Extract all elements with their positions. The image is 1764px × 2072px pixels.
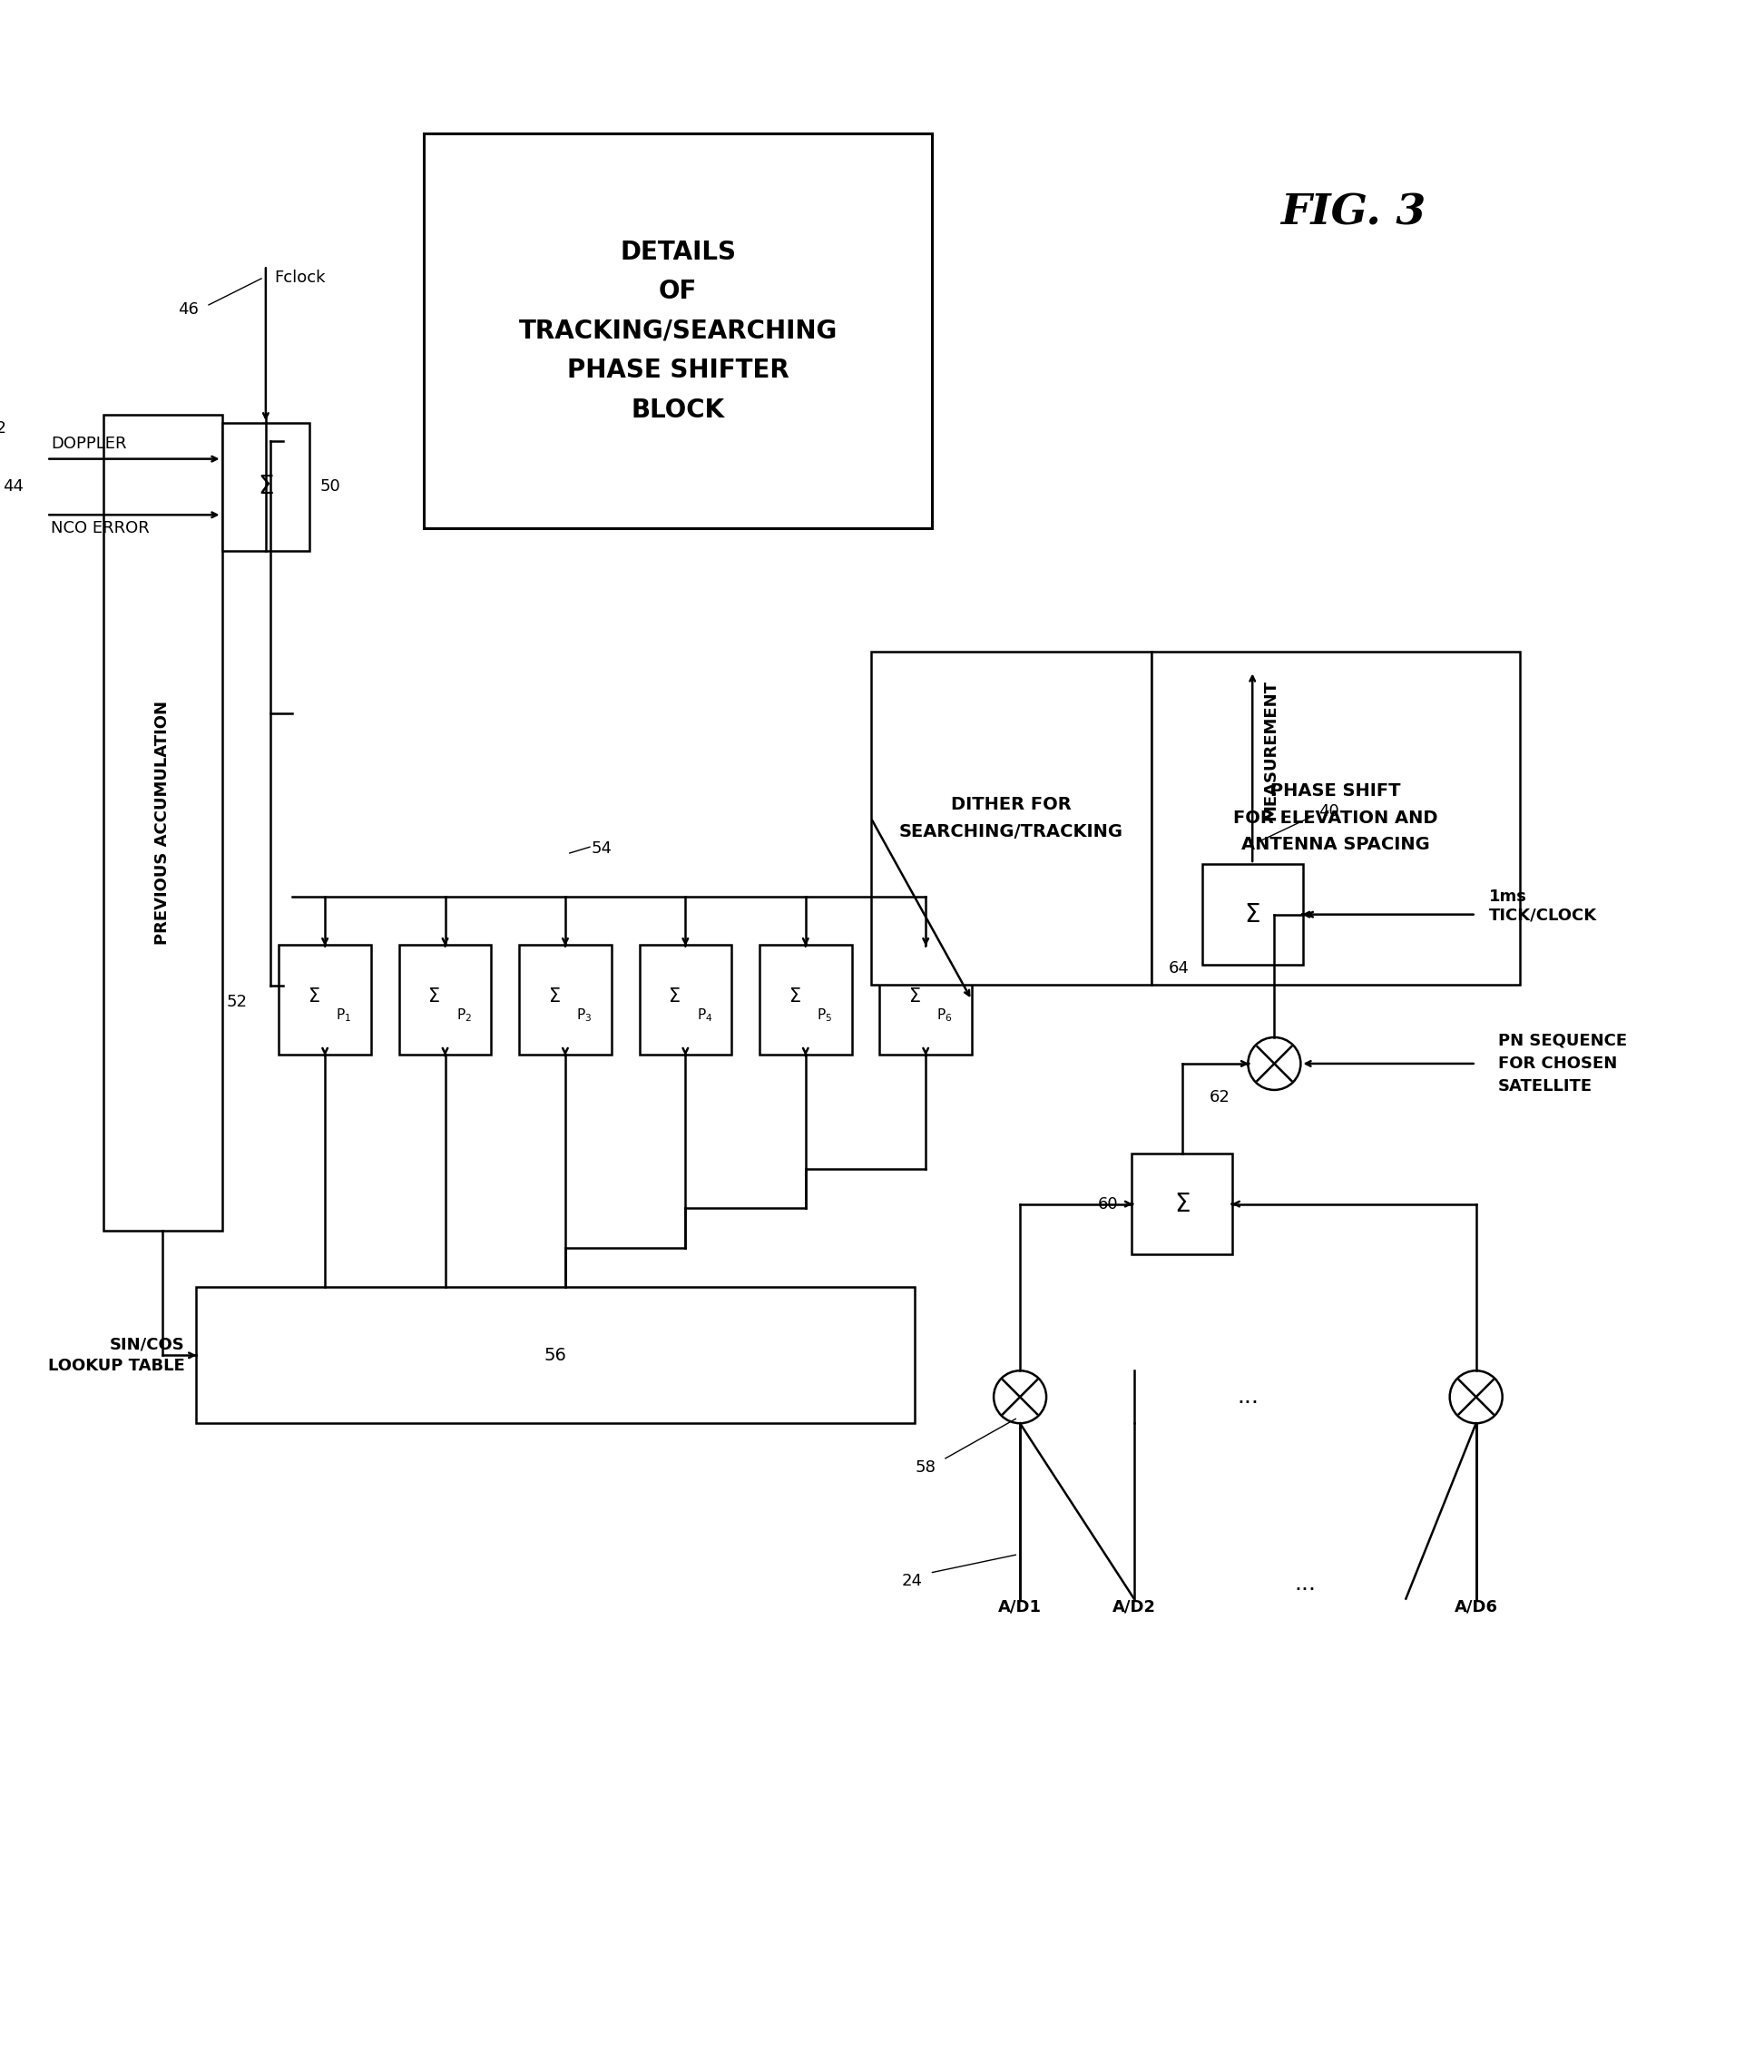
Text: 64: 64 (1168, 961, 1189, 976)
Text: A/D1: A/D1 (998, 1600, 1043, 1614)
Text: DETAILS
OF
TRACKING/SEARCHING
PHASE SHIFTER
BLOCK: DETAILS OF TRACKING/SEARCHING PHASE SHIF… (519, 240, 838, 423)
Bar (399, 945, 490, 1055)
Text: $\Sigma$: $\Sigma$ (1175, 1191, 1191, 1216)
Text: 60: 60 (1099, 1196, 1118, 1212)
Bar (279, 945, 370, 1055)
Text: $\Sigma$: $\Sigma$ (1244, 901, 1261, 926)
Text: $\Sigma$: $\Sigma$ (908, 988, 921, 1005)
Bar (871, 651, 1152, 984)
Text: P$_6$: P$_6$ (937, 1007, 953, 1024)
Text: 1ms
TICK/CLOCK: 1ms TICK/CLOCK (1489, 889, 1598, 924)
Bar (104, 414, 222, 1231)
Text: P$_1$: P$_1$ (335, 1007, 351, 1024)
Text: 46: 46 (178, 300, 199, 317)
Text: P$_2$: P$_2$ (457, 1007, 471, 1024)
Text: ...: ... (1295, 1573, 1316, 1593)
Text: 42: 42 (0, 421, 5, 437)
Text: PHASE SHIFT
FOR ELEVATION AND
ANTENNA SPACING: PHASE SHIFT FOR ELEVATION AND ANTENNA SP… (1233, 783, 1438, 854)
Text: 56: 56 (543, 1347, 566, 1363)
Bar (1132, 1154, 1233, 1254)
Bar (196, 1287, 916, 1423)
Text: P$_5$: P$_5$ (817, 1007, 833, 1024)
Text: 62: 62 (1210, 1088, 1231, 1104)
Bar (639, 945, 732, 1055)
Text: $\Sigma$: $\Sigma$ (258, 474, 273, 499)
Text: FIG. 3: FIG. 3 (1281, 193, 1425, 234)
Bar (519, 945, 612, 1055)
Text: $\Sigma$: $\Sigma$ (307, 988, 319, 1005)
Text: SIN/COS
LOOKUP TABLE: SIN/COS LOOKUP TABLE (48, 1336, 185, 1374)
Text: DITHER FOR
SEARCHING/TRACKING: DITHER FOR SEARCHING/TRACKING (900, 796, 1124, 839)
Text: ...: ... (1237, 1386, 1259, 1407)
Text: 40: 40 (1319, 804, 1339, 821)
Text: P$_4$: P$_4$ (697, 1007, 713, 1024)
Bar (760, 945, 852, 1055)
Bar (423, 135, 933, 528)
Text: 50: 50 (319, 479, 340, 495)
Text: 52: 52 (226, 995, 247, 1009)
Text: $\Sigma$: $\Sigma$ (789, 988, 801, 1005)
Text: PN SEQUENCE
FOR CHOSEN
SATELLITE: PN SEQUENCE FOR CHOSEN SATELLITE (1498, 1032, 1626, 1094)
Text: 24: 24 (901, 1573, 923, 1589)
Text: P$_3$: P$_3$ (577, 1007, 593, 1024)
Text: MEASUREMENT: MEASUREMENT (1263, 680, 1279, 821)
Text: $\Sigma$: $\Sigma$ (549, 988, 561, 1005)
Text: DOPPLER: DOPPLER (51, 435, 127, 452)
Bar (1152, 651, 1521, 984)
Text: PREVIOUS ACCUMULATION: PREVIOUS ACCUMULATION (155, 700, 171, 945)
Text: $\Sigma$: $\Sigma$ (669, 988, 681, 1005)
Bar (880, 945, 972, 1055)
Text: 58: 58 (916, 1459, 935, 1475)
Text: A/D2: A/D2 (1113, 1600, 1155, 1614)
Text: $\Sigma$: $\Sigma$ (429, 988, 441, 1005)
Text: Fclock: Fclock (275, 269, 326, 286)
Text: NCO ERROR: NCO ERROR (51, 520, 150, 537)
Text: 44: 44 (2, 479, 23, 495)
Bar (1201, 864, 1304, 966)
Bar (222, 423, 310, 551)
Text: A/D6: A/D6 (1454, 1600, 1498, 1614)
Text: 54: 54 (591, 841, 612, 858)
